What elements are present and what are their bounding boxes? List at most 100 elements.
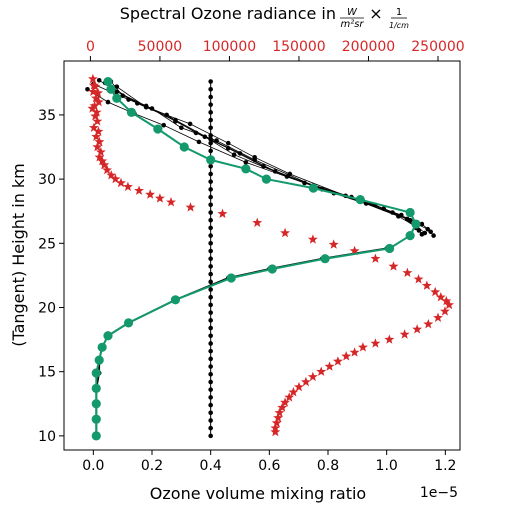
final-retrieval-point <box>320 254 330 264</box>
radiance-star <box>332 356 343 366</box>
radiance-star <box>90 111 101 121</box>
x-axis-offset-text: 1e−5 <box>420 485 458 501</box>
top-axis-title-prefix: Spectral Ozone radiance in <box>120 4 336 23</box>
iteration-point <box>196 139 202 145</box>
radiance-star <box>89 100 100 111</box>
final-retrieval-point <box>355 195 365 205</box>
top-tick-label: 200000 <box>342 39 395 55</box>
iteration-point <box>105 99 111 105</box>
radiance-star <box>93 87 103 98</box>
x-tick-label: 1.2 <box>434 458 456 474</box>
iteration-point <box>179 125 184 131</box>
final-retrieval-point <box>91 431 101 441</box>
iteration-point <box>416 228 422 233</box>
apriori-point <box>208 318 213 323</box>
top-tick-label: 150000 <box>272 39 325 55</box>
final-retrieval-point <box>241 164 251 174</box>
apriori-point <box>208 302 213 308</box>
final-retrieval-point <box>261 174 271 184</box>
radiance-star <box>430 286 441 297</box>
radiance-star <box>97 155 108 166</box>
final-retrieval-point <box>153 124 163 134</box>
radiance-star <box>413 274 424 284</box>
x-tick-label: 0.6 <box>258 458 280 474</box>
top-axis-times: × <box>369 4 382 23</box>
iteration-point <box>404 216 410 222</box>
radiance-star <box>277 402 288 412</box>
apriori-point <box>208 341 213 346</box>
radiance-star <box>274 407 285 417</box>
final-retrieval-point <box>405 207 415 218</box>
radiance-star <box>134 185 144 195</box>
apriori-point <box>208 356 213 362</box>
x-tick-label: 0.8 <box>317 458 339 474</box>
final-retrieval-point <box>385 243 395 254</box>
radiance-star <box>91 93 101 103</box>
radiance-star <box>316 366 327 376</box>
radiance-star <box>273 412 283 423</box>
iteration-point <box>96 77 102 83</box>
final-retrieval-point <box>226 273 236 283</box>
apriori-point <box>208 410 213 416</box>
apriori-point <box>208 202 213 208</box>
apriori-point <box>208 287 213 292</box>
radiance-star <box>116 177 126 188</box>
apriori-point <box>208 248 213 254</box>
radiance-star <box>349 245 360 256</box>
apriori-point <box>208 333 213 339</box>
radiance-star <box>301 376 311 387</box>
final-retrieval-line <box>95 81 418 436</box>
radiance-star <box>93 96 104 107</box>
apriori-point <box>208 117 213 123</box>
radiance-star <box>341 351 352 361</box>
x-tick-label: 1.0 <box>376 458 398 474</box>
radiance-star <box>155 193 165 203</box>
radiance-star <box>441 295 452 306</box>
radiance-star <box>166 197 176 207</box>
radiance-star <box>88 122 99 132</box>
radiance-star <box>307 371 318 381</box>
top-axis-unit-denominator: m²sr <box>340 19 364 30</box>
plot-frame <box>63 60 461 451</box>
iteration-point <box>231 152 237 158</box>
apriori-point <box>208 140 213 146</box>
apriori-point <box>208 264 213 269</box>
final-retrieval-point <box>308 183 318 193</box>
radiance-star <box>280 397 290 407</box>
apriori-point <box>208 379 213 385</box>
apriori-point <box>208 187 213 192</box>
x-tick-label: 0.0 <box>82 458 104 474</box>
apriori-point <box>208 110 213 115</box>
iteration-line-5 <box>87 88 420 231</box>
final-retrieval-point <box>91 368 101 378</box>
y-tick-label: 20 <box>38 300 56 316</box>
radiance-star <box>88 80 99 90</box>
apriori-point <box>208 210 213 215</box>
radiance-star <box>110 173 121 184</box>
radiance-star <box>217 208 228 218</box>
apriori-point <box>208 179 213 184</box>
radiance-star <box>349 347 360 357</box>
y-tick-label: 35 <box>38 108 56 124</box>
apriori-point <box>208 194 213 200</box>
apriori-point <box>208 348 213 354</box>
radiance-star <box>444 299 455 310</box>
apriori-point <box>208 371 213 377</box>
iteration-point <box>161 122 167 128</box>
final-retrieval-point <box>91 414 101 424</box>
radiance-star <box>106 170 117 180</box>
radiance-star <box>370 338 381 348</box>
iteration-point <box>143 104 149 110</box>
final-retrieval-point <box>170 295 181 305</box>
iteration-point <box>419 221 425 227</box>
radiance-star <box>435 292 446 302</box>
iteration-line-4 <box>116 86 423 235</box>
radiance-star <box>284 392 295 402</box>
apriori-point <box>208 148 213 154</box>
x-axis-title: Ozone volume mixing ratio <box>150 484 366 503</box>
apriori-point <box>208 225 213 231</box>
top-axis-frac-denominator: 1/cm <box>389 21 409 30</box>
top-tick-label: 0 <box>86 39 95 55</box>
apriori-point <box>208 79 213 84</box>
radiance-star <box>252 217 263 227</box>
